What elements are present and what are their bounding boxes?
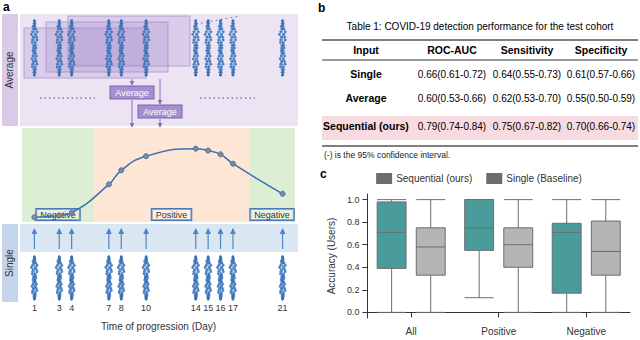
svg-text:0.4: 0.4 [347,262,360,272]
svg-text:1: 1 [32,303,37,313]
svg-text:0.64(0.55-0.73): 0.64(0.55-0.73) [493,69,561,80]
svg-text:Negative: Negative [567,326,607,337]
svg-text:0.62(0.53-0.70): 0.62(0.53-0.70) [493,93,561,104]
svg-text:Sequential (ours): Sequential (ours) [323,120,409,132]
svg-text:0.79(0.74-0.84): 0.79(0.74-0.84) [418,121,486,132]
svg-text:Single: Single [4,249,15,277]
svg-text:Negative: Negative [254,210,290,220]
svg-text:Average: Average [143,107,176,117]
svg-text:0.60(0.53-0.66): 0.60(0.53-0.66) [418,93,486,104]
svg-text:b: b [318,1,325,15]
svg-text:0.8: 0.8 [347,217,360,227]
svg-text:Accuracy (Users): Accuracy (Users) [326,218,337,295]
svg-text:(-) is the 95% confidence inte: (-) is the 95% confidence interval. [324,150,450,160]
svg-text:Average: Average [345,92,386,104]
svg-text:ROC-AUC: ROC-AUC [427,44,477,56]
svg-text:0.66(0.61-0.72): 0.66(0.61-0.72) [418,69,486,80]
svg-text:Sensitivity: Sensitivity [501,44,554,56]
svg-text:1.0: 1.0 [347,195,360,205]
svg-text:8: 8 [119,303,124,313]
svg-text:0.55(0.50-0.59): 0.55(0.50-0.59) [567,93,635,104]
svg-text:Time of progression (Day): Time of progression (Day) [101,321,216,332]
svg-text:Single (Baseline): Single (Baseline) [506,173,582,184]
svg-text:0.70(0.66-0.74): 0.70(0.66-0.74) [567,121,635,132]
svg-text:21: 21 [278,303,288,313]
svg-text:16: 16 [216,303,226,313]
svg-text:4: 4 [69,303,74,313]
svg-text:0.61(0.57-0.66): 0.61(0.57-0.66) [567,69,635,80]
svg-text:3: 3 [57,303,62,313]
svg-text:Single: Single [350,68,382,80]
svg-text:14: 14 [191,303,201,313]
svg-text:17: 17 [228,303,238,313]
svg-text:a: a [3,0,10,14]
svg-text:Table 1: COVID-19 detection pe: Table 1: COVID-19 detection performance … [347,21,614,32]
svg-text:0.2: 0.2 [347,285,360,295]
svg-text:All: All [406,326,417,337]
svg-text:Positive: Positive [481,326,516,337]
svg-text:7: 7 [106,303,111,313]
svg-text:Sequential (ours): Sequential (ours) [396,173,472,184]
svg-text:0.75(0.67-0.82): 0.75(0.67-0.82) [493,121,561,132]
svg-text:10: 10 [141,303,151,313]
svg-text:Positive: Positive [156,210,188,220]
svg-text:0.6: 0.6 [347,240,360,250]
svg-text:Specificity: Specificity [575,44,628,56]
svg-text:Average: Average [115,88,148,98]
svg-text:Negative: Negative [40,210,76,220]
svg-text:15: 15 [203,303,213,313]
svg-text:Input: Input [353,44,379,56]
svg-text:0.0: 0.0 [347,307,360,317]
svg-text:Average: Average [4,51,15,89]
svg-text:c: c [320,167,327,181]
